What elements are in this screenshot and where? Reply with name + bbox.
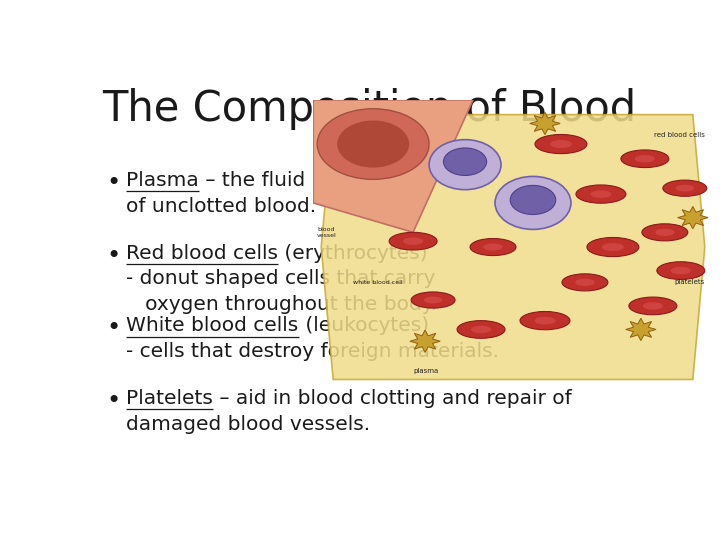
Ellipse shape bbox=[642, 224, 688, 241]
Text: damaged blood vessels.: damaged blood vessels. bbox=[126, 415, 370, 434]
Ellipse shape bbox=[510, 185, 556, 214]
Ellipse shape bbox=[550, 140, 572, 148]
Ellipse shape bbox=[389, 232, 437, 250]
Ellipse shape bbox=[424, 296, 442, 303]
Text: The Composition of Blood: The Composition of Blood bbox=[102, 87, 636, 130]
Ellipse shape bbox=[587, 238, 639, 256]
Text: White blood cells: White blood cells bbox=[126, 316, 299, 335]
Ellipse shape bbox=[520, 312, 570, 330]
Ellipse shape bbox=[535, 134, 587, 153]
Ellipse shape bbox=[483, 244, 503, 251]
Text: oxygen throughout the body.: oxygen throughout the body. bbox=[126, 295, 437, 314]
Ellipse shape bbox=[590, 190, 611, 198]
Text: Plasma: Plasma bbox=[126, 171, 199, 190]
Text: •: • bbox=[107, 171, 121, 195]
Ellipse shape bbox=[337, 120, 409, 167]
Ellipse shape bbox=[457, 321, 505, 338]
Ellipse shape bbox=[629, 297, 677, 315]
Ellipse shape bbox=[471, 326, 491, 333]
Ellipse shape bbox=[671, 267, 691, 274]
Text: •: • bbox=[107, 389, 121, 413]
Ellipse shape bbox=[675, 185, 694, 192]
Ellipse shape bbox=[534, 317, 555, 325]
Text: Platelets: Platelets bbox=[126, 389, 213, 408]
Text: Red blood cells: Red blood cells bbox=[126, 244, 278, 262]
Text: blood
vessel: blood vessel bbox=[318, 227, 337, 238]
Ellipse shape bbox=[576, 185, 626, 203]
Ellipse shape bbox=[655, 229, 675, 236]
Text: - donut shaped cells that carry: - donut shaped cells that carry bbox=[126, 269, 436, 288]
Ellipse shape bbox=[411, 292, 455, 308]
Ellipse shape bbox=[643, 302, 663, 309]
Ellipse shape bbox=[621, 150, 669, 167]
Ellipse shape bbox=[429, 140, 501, 190]
Ellipse shape bbox=[318, 109, 429, 179]
Ellipse shape bbox=[403, 238, 423, 245]
Text: (leukocytes): (leukocytes) bbox=[299, 316, 428, 335]
Text: (erythrocytes): (erythrocytes) bbox=[278, 244, 428, 262]
Text: •: • bbox=[107, 316, 121, 340]
Text: white blood cell: white blood cell bbox=[353, 280, 402, 285]
Text: plasma: plasma bbox=[413, 368, 438, 374]
Ellipse shape bbox=[663, 180, 707, 196]
Ellipse shape bbox=[657, 262, 705, 279]
Polygon shape bbox=[321, 114, 705, 380]
Polygon shape bbox=[678, 206, 708, 229]
Polygon shape bbox=[626, 318, 656, 341]
Ellipse shape bbox=[495, 177, 571, 230]
Ellipse shape bbox=[444, 148, 487, 176]
Text: red blood cells: red blood cells bbox=[654, 132, 705, 138]
Text: •: • bbox=[107, 244, 121, 268]
Ellipse shape bbox=[635, 155, 655, 163]
Ellipse shape bbox=[575, 279, 595, 286]
Ellipse shape bbox=[470, 239, 516, 255]
Text: - cells that destroy foreign materials.: - cells that destroy foreign materials. bbox=[126, 342, 499, 361]
Text: platelets: platelets bbox=[675, 279, 705, 285]
Ellipse shape bbox=[602, 243, 624, 251]
Text: of unclotted blood.: of unclotted blood. bbox=[126, 197, 316, 215]
Polygon shape bbox=[313, 100, 473, 232]
Text: – the fluid portion: – the fluid portion bbox=[199, 171, 384, 190]
Polygon shape bbox=[410, 330, 440, 353]
Text: – aid in blood clotting and repair of: – aid in blood clotting and repair of bbox=[213, 389, 572, 408]
Ellipse shape bbox=[562, 274, 608, 291]
Polygon shape bbox=[530, 112, 560, 134]
